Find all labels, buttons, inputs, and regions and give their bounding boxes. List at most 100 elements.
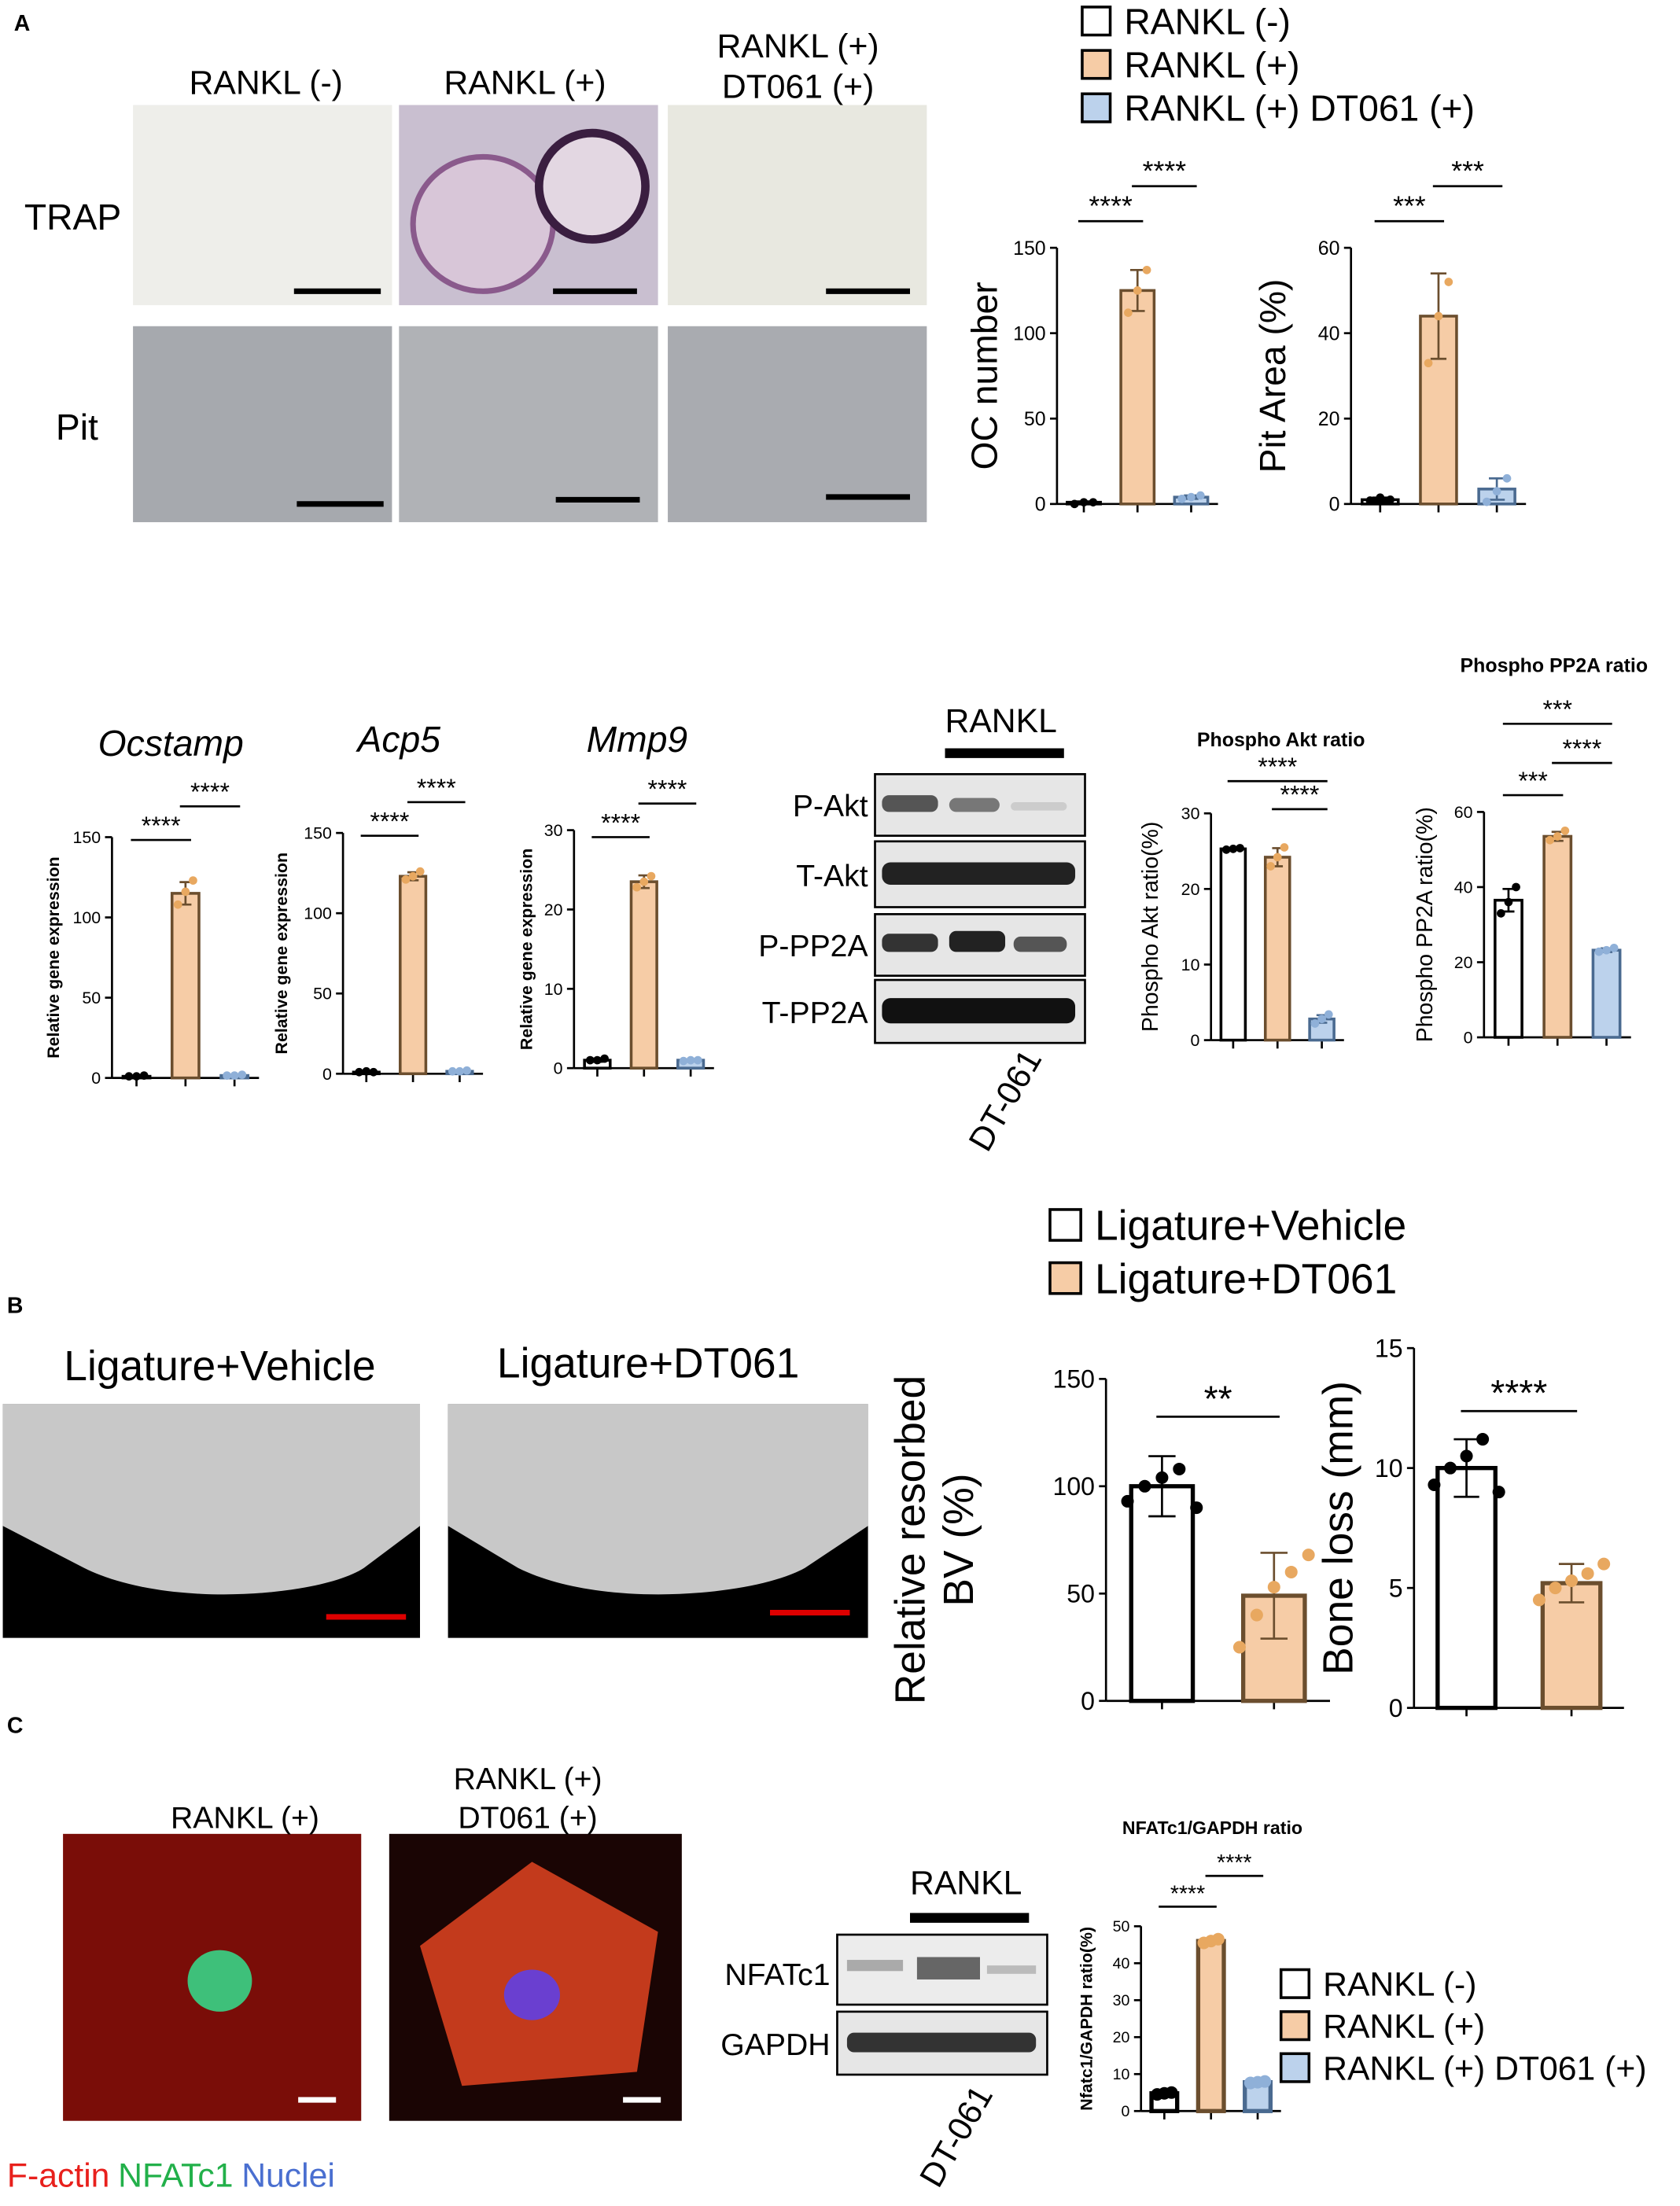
chart-title: NFATc1/GAPDH ratio	[1122, 1817, 1302, 1838]
blot-a	[874, 748, 1086, 1044]
data-point	[189, 876, 197, 885]
significance-label: ***	[1518, 767, 1547, 795]
blot-row: T-Akt	[796, 860, 868, 893]
significance-label: ****	[417, 774, 456, 802]
data-point	[1434, 311, 1443, 321]
data-point	[139, 1071, 149, 1080]
data-point	[1424, 359, 1433, 368]
y-tick-label: 60	[1318, 238, 1340, 260]
data-point	[1365, 496, 1375, 505]
y-tick-label: 10	[1113, 2066, 1130, 2083]
data-point	[1196, 491, 1205, 500]
data-point	[647, 871, 656, 881]
y-tick-label: 20	[1181, 880, 1200, 899]
data-point	[1177, 494, 1186, 503]
data-point	[1560, 826, 1570, 835]
data-point	[1211, 1932, 1225, 1946]
column-label: RANKL (+)	[444, 64, 606, 101]
data-point	[1229, 845, 1238, 853]
y-tick-label: 20	[1113, 2029, 1130, 2046]
bar	[1119, 289, 1156, 506]
data-point	[1317, 1015, 1326, 1023]
y-axis-label: Pit Area (%)	[1252, 279, 1293, 473]
data-point	[679, 1056, 688, 1066]
chart-title: Phospho PP2A ratio	[1461, 654, 1648, 676]
error-bar	[1148, 1455, 1176, 1518]
blot-row: T-PP2A	[762, 996, 869, 1030]
data-point	[448, 1066, 457, 1076]
data-point	[585, 1055, 595, 1065]
image-title: RANKL (+)	[171, 1802, 319, 1836]
data-point	[1597, 1557, 1611, 1571]
legend-label: RANKL (+)	[1124, 45, 1299, 86]
data-point	[1190, 1501, 1203, 1515]
data-point	[1302, 1549, 1315, 1562]
bar	[1435, 1465, 1498, 1711]
blot-drug: DT-061	[912, 2079, 1000, 2193]
significance-label: ****	[1143, 156, 1187, 187]
data-point	[1460, 1449, 1473, 1463]
data-point	[693, 1055, 702, 1065]
legend-swatch	[1081, 92, 1112, 123]
data-point	[1079, 498, 1089, 506]
data-point	[1124, 308, 1133, 317]
significance-label: ****	[648, 775, 687, 804]
data-point	[1549, 1582, 1562, 1595]
data-point	[1476, 1433, 1490, 1446]
micro-ct	[2, 1404, 868, 1638]
legend-label: RANKL (+)	[1323, 2008, 1485, 2046]
y-tick-label: 0	[1122, 2103, 1130, 2120]
significance-label: ****	[601, 808, 640, 837]
bar	[399, 875, 428, 1076]
blot-row: P-Akt	[793, 790, 868, 823]
y-axis-label: Nfatc1/GAPDH ratio(%)	[1077, 1927, 1096, 2111]
column-label: DT061 (+)	[722, 68, 875, 106]
data-point	[1443, 1461, 1457, 1475]
image-title: Ligature+Vehicle	[64, 1343, 375, 1390]
legend-swatch	[1081, 6, 1112, 37]
chart-title: Ocstamp	[98, 723, 244, 764]
data-point	[1280, 843, 1289, 852]
legend-label: RANKL (-)	[1323, 1966, 1476, 2004]
data-point	[1609, 943, 1619, 952]
image-title: Ligature+DT061	[497, 1341, 799, 1387]
y-tick-label: 20	[544, 900, 563, 919]
y-tick-label: 100	[1053, 1472, 1095, 1501]
data-point	[1142, 265, 1151, 274]
data-point	[408, 871, 418, 881]
data-point	[639, 877, 649, 886]
data-point	[1155, 1471, 1169, 1484]
data-point	[1512, 882, 1520, 892]
legend-swatch	[1048, 1208, 1082, 1242]
legend-swatch	[1279, 2052, 1311, 2083]
bar	[1263, 856, 1291, 1042]
data-point	[1504, 897, 1513, 907]
data-point	[1444, 278, 1453, 286]
y-tick-label: 100	[304, 904, 332, 923]
significance-label: ***	[1451, 156, 1484, 187]
data-point	[1594, 947, 1604, 956]
data-point	[1070, 499, 1079, 509]
legend-swatch	[1048, 1261, 1082, 1295]
stain-label: Nuclei	[241, 2156, 335, 2194]
y-tick-label: 100	[1013, 322, 1046, 344]
y-tick-label: 40	[1318, 322, 1340, 344]
column-label: RANKL (-)	[189, 64, 342, 101]
y-tick-label: 50	[82, 989, 101, 1007]
y-axis-label: Phospho Akt ratio(%)	[1138, 822, 1163, 1032]
y-tick-label: 0	[1191, 1031, 1200, 1050]
significance-label: ****	[1217, 1851, 1251, 1876]
y-tick-label: 0	[322, 1065, 332, 1084]
data-point	[1482, 497, 1491, 506]
significance-label: ***	[1393, 190, 1426, 222]
y-tick-label: 60	[1454, 803, 1473, 822]
legend-swatch	[1279, 1968, 1311, 1999]
y-axis-label: OC number	[963, 282, 1004, 470]
y-tick-label: 0	[1464, 1028, 1473, 1047]
image-title: DT061 (+)	[458, 1802, 597, 1836]
data-point	[1502, 473, 1512, 483]
y-tick-label: 0	[91, 1069, 101, 1088]
data-point	[1267, 1581, 1280, 1594]
significance-label: ****	[1490, 1372, 1547, 1413]
